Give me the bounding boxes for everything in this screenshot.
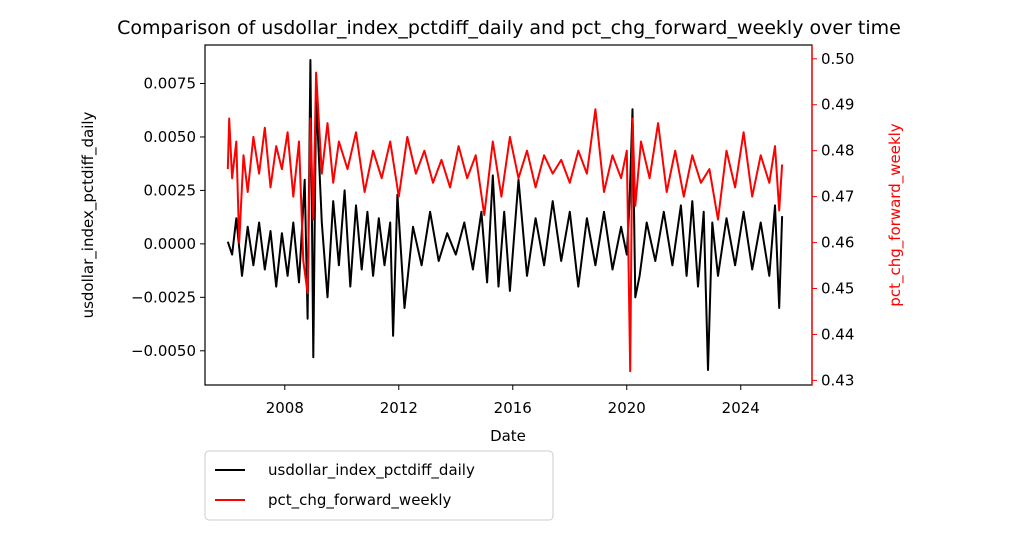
y-right-tick-label: 0.44 (821, 325, 854, 343)
x-tick-label: 2020 (608, 399, 646, 417)
y-left-axis-title: usdollar_index_pctdiff_daily (79, 111, 98, 318)
x-tick-label: 2008 (266, 399, 304, 417)
series-line-1 (226, 71, 784, 373)
y-right-axis-title: pct_chg_forward_weekly (886, 123, 905, 307)
y-right-tick-label: 0.48 (821, 142, 854, 160)
legend-label-pct-chg: pct_chg_forward_weekly (268, 491, 452, 510)
legend: usdollar_index_pctdiff_daily pct_chg_for… (204, 450, 554, 521)
legend-box (204, 450, 554, 521)
y-left-tick-label: −0.0025 (131, 288, 196, 306)
x-tick-label: 2016 (494, 399, 532, 417)
y-left-tick-label: 0.0050 (144, 128, 197, 146)
x-axis-title: Date (490, 427, 526, 445)
y-right-tick-label: 0.49 (821, 96, 854, 114)
y-right-tick-label: 0.43 (821, 371, 854, 389)
y-left-axis: −0.0050 −0.0025 0.0000 0.0025 0.0050 0.0075 (131, 74, 205, 360)
y-left-tick-label: −0.0050 (131, 342, 196, 360)
x-tick-label: 2024 (722, 399, 760, 417)
y-right-tick-label: 0.45 (821, 280, 854, 298)
y-left-tick-label: 0.0075 (144, 74, 197, 92)
y-right-tick-label: 0.50 (821, 50, 854, 68)
series-layer (226, 59, 784, 373)
series-line-0 (226, 59, 784, 371)
y-left-tick-label: 0.0025 (144, 181, 197, 199)
y-right-tick-label: 0.47 (821, 188, 854, 206)
chart-title: Comparison of usdollar_index_pctdiff_dai… (117, 17, 901, 39)
y-left-tick-label: 0.0000 (144, 235, 197, 253)
y-right-axis: 0.43 0.44 0.45 0.46 0.47 0.48 0.49 0.50 (811, 45, 854, 389)
legend-label-usdollar: usdollar_index_pctdiff_daily (268, 461, 475, 480)
x-tick-label: 2012 (380, 399, 418, 417)
plot-frame (204, 44, 813, 386)
y-right-tick-label: 0.46 (821, 234, 854, 252)
x-axis: 2008 2012 2016 2020 2024 (266, 385, 760, 417)
